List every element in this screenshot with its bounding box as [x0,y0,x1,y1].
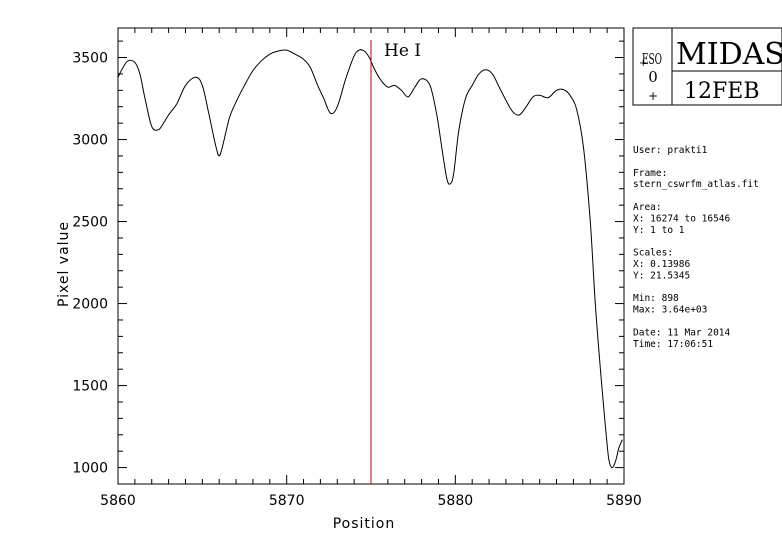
y-tick-label: 2000 [72,297,108,313]
x-tick-label: 5890 [606,493,642,509]
y-tick-label: 1500 [72,379,108,395]
info-line: Time: 17:06:51 [633,339,713,350]
info-line: User: prakti1 [633,145,708,156]
x-axis-label: Position [333,516,396,532]
x-tick-label: 5860 [100,493,136,509]
y-tick-label: 3500 [72,51,108,67]
axis-ticks [117,28,625,484]
svg-text:+: + [648,89,658,103]
info-line: Date: 11 Mar 2014 [633,327,731,338]
info-line: Max: 3.64e+03 [633,305,707,316]
series-line [117,49,623,469]
info-line: Frame: [633,168,667,179]
info-line: X: 16274 to 16546 [633,213,731,224]
y-axis-label: Pixel value [56,221,72,307]
x-tick-label: 5870 [269,493,305,509]
logo-date: 12FEB [684,79,760,104]
info-line: Y: 21.5345 [633,270,690,281]
svg-text:+: + [639,58,647,69]
info-line: Min: 898 [633,293,679,304]
svg-text:0: 0 [648,68,658,86]
x-tick-label: 5880 [438,493,474,509]
midas-title: MIDAS [676,37,782,72]
y-tick-label: 3000 [72,133,108,149]
info-line: Area: [633,202,662,213]
info-line: stern_cswrfm_atlas.fit [633,179,759,190]
y-tick-label: 1000 [72,461,108,477]
info-panel: User: prakti1 Frame:stern_cswrfm_atlas.fi… [633,145,759,350]
y-tick-label: 2500 [72,215,108,231]
midas-logo: ESO 0 + + MIDAS 12FEB [632,27,782,106]
axis-tick-labels: 5860 5870 5880 5890 1000 1500 2000 2500 3000 3500 [72,51,641,509]
eso-badge: ESO [642,50,662,68]
info-line: X: 0.13986 [633,259,690,270]
info-line: Y: 1 to 1 [633,225,685,236]
info-line: Scales: [633,248,673,259]
annotation-label-he-i: He I [384,41,421,61]
